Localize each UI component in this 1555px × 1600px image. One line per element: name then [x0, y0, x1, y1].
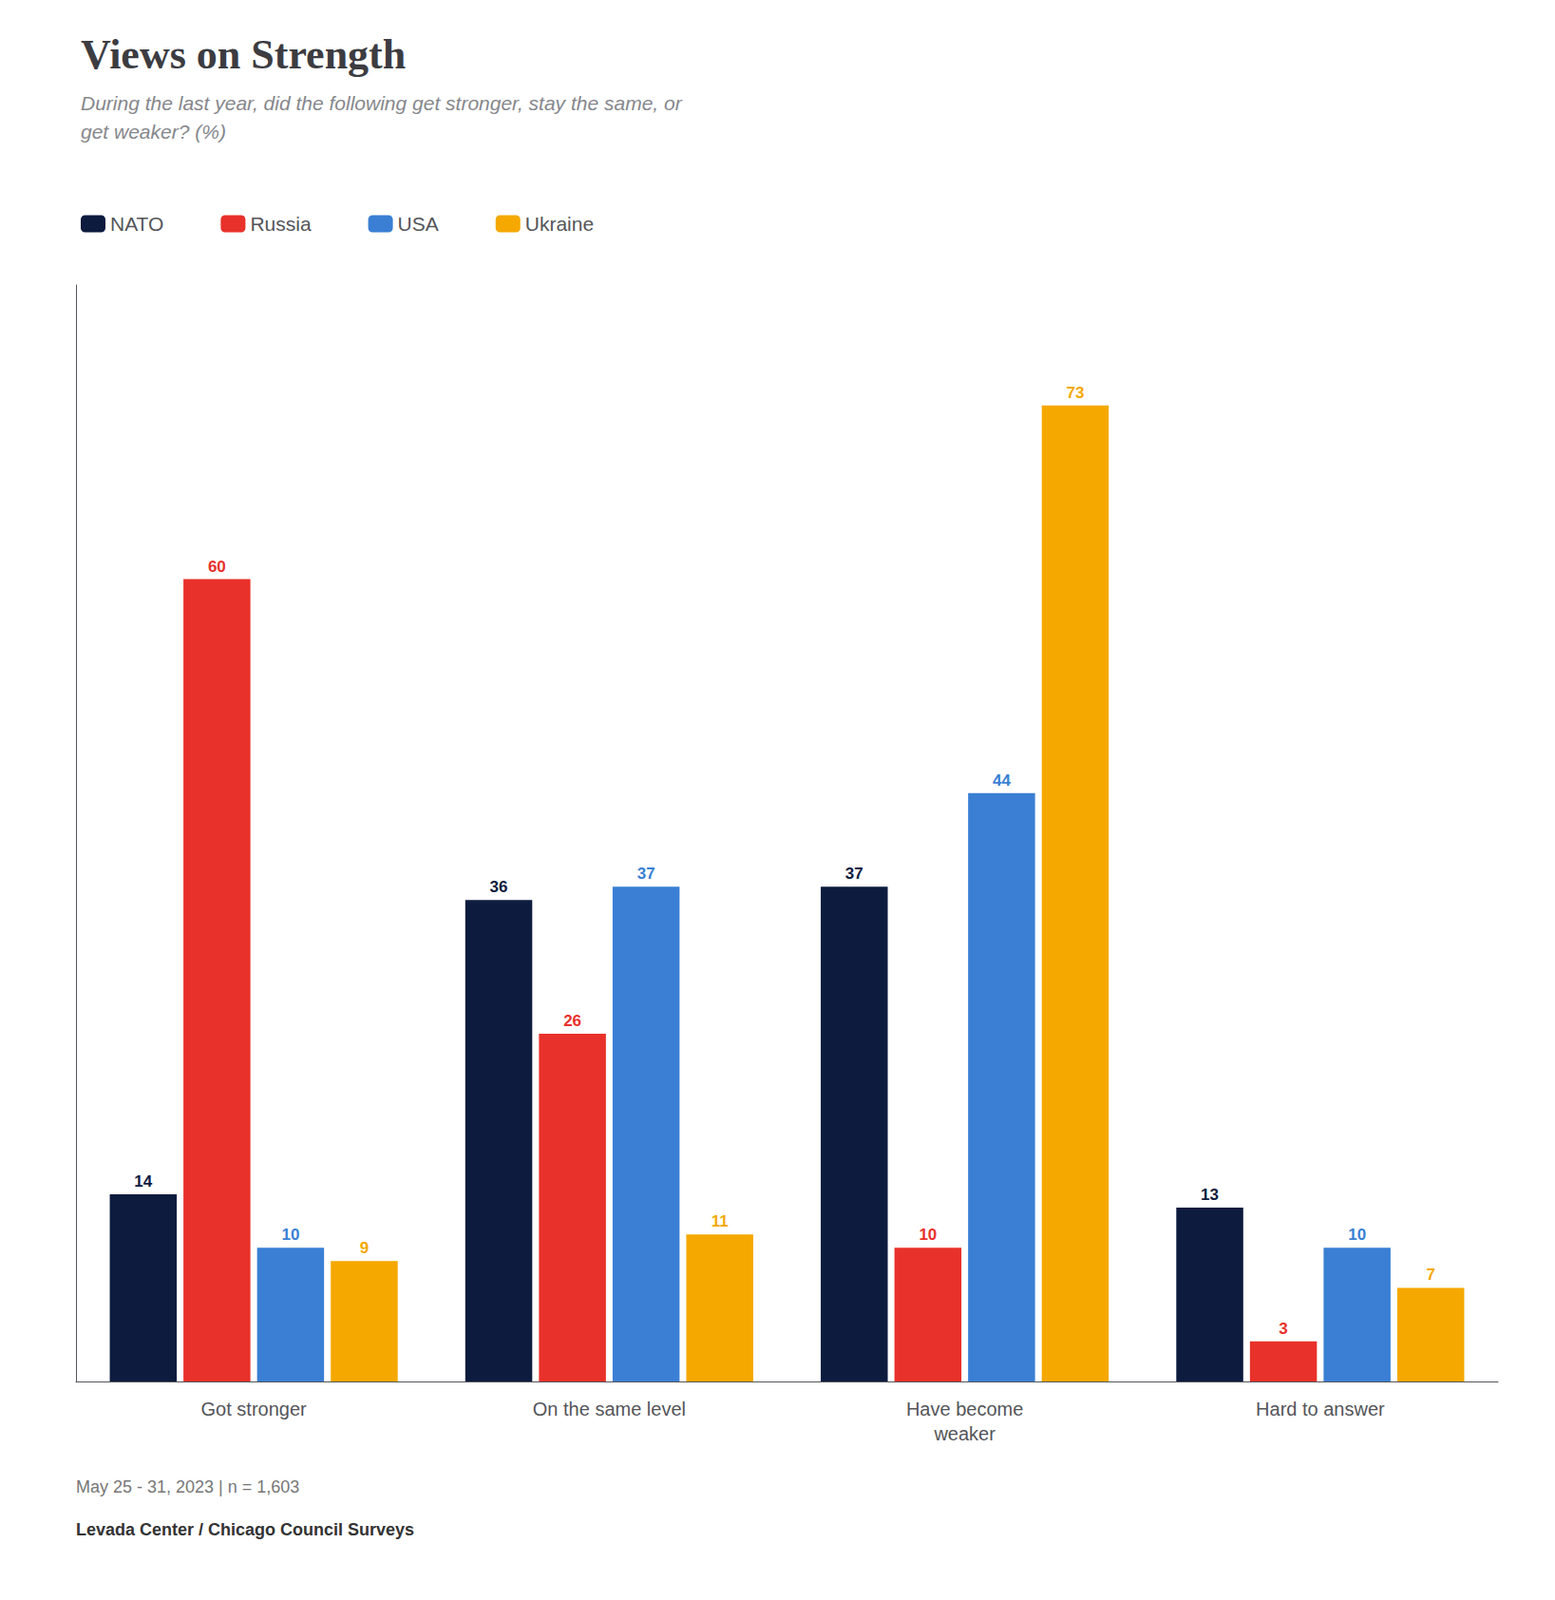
svg-text:37: 37	[637, 864, 656, 883]
svg-text:Hard to answer: Hard to answer	[1255, 1398, 1385, 1420]
svg-text:NATO: NATO	[110, 212, 164, 235]
svg-text:11: 11	[711, 1212, 729, 1231]
svg-text:10: 10	[1347, 1225, 1366, 1244]
svg-text:36: 36	[490, 877, 509, 896]
svg-text:get weaker? (%): get weaker? (%)	[80, 120, 227, 143]
svg-text:3: 3	[1278, 1319, 1288, 1338]
svg-text:USA: USA	[398, 212, 439, 235]
svg-text:Levada Center / Chicago Counci: Levada Center / Chicago Council Surveys	[75, 1519, 415, 1539]
svg-text:During the last year, did the: During the last year, did the following …	[80, 92, 683, 114]
svg-text:7: 7	[1425, 1265, 1435, 1284]
svg-text:Have become: Have become	[906, 1398, 1024, 1420]
svg-text:Views on Strength: Views on Strength	[80, 31, 406, 78]
svg-text:Ukraine: Ukraine	[525, 212, 594, 235]
svg-text:37: 37	[845, 864, 864, 883]
svg-text:Got stronger: Got stronger	[201, 1398, 308, 1420]
svg-text:On the same level: On the same level	[532, 1398, 686, 1420]
svg-text:60: 60	[208, 557, 227, 576]
svg-text:10: 10	[281, 1225, 300, 1244]
svg-text:10: 10	[918, 1225, 937, 1244]
svg-text:73: 73	[1065, 383, 1084, 402]
svg-text:weaker: weaker	[932, 1422, 996, 1444]
svg-text:May 25 - 31, 2023 | n = 1,603: May 25 - 31, 2023 | n = 1,603	[75, 1477, 300, 1497]
svg-text:44: 44	[992, 771, 1011, 790]
svg-text:9: 9	[360, 1238, 369, 1257]
svg-text:Russia: Russia	[249, 212, 312, 235]
svg-text:13: 13	[1200, 1185, 1219, 1204]
svg-text:14: 14	[133, 1172, 152, 1191]
svg-text:26: 26	[563, 1011, 582, 1030]
